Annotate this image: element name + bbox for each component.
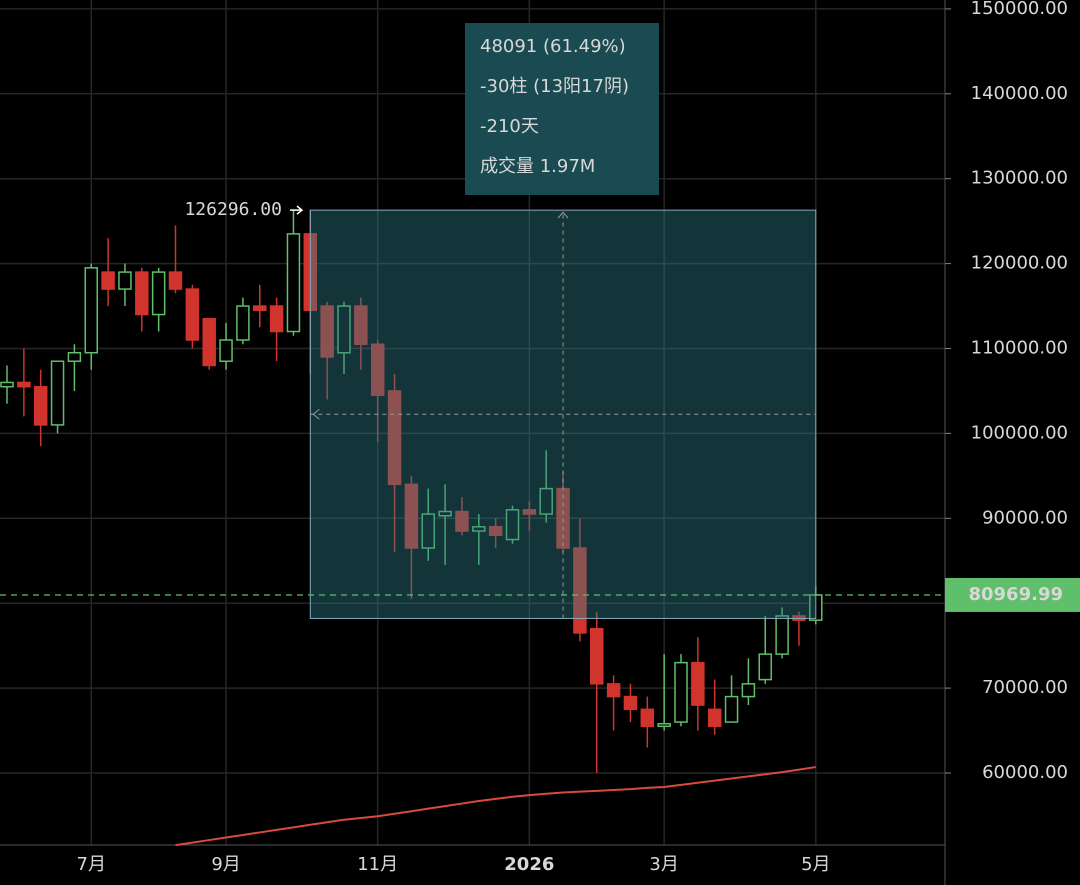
y-tick-label: 100000.00 (971, 422, 1068, 443)
candle-body (623, 695, 638, 711)
candle-body (674, 661, 688, 723)
y-tick-label: 60000.00 (982, 762, 1068, 783)
y-tick-label: 120000.00 (971, 253, 1068, 274)
candle-body (202, 318, 216, 367)
candle-body (50, 360, 65, 426)
candle-body (606, 683, 621, 698)
candle-body (236, 305, 250, 341)
y-tick-label: 130000.00 (971, 168, 1068, 189)
measure-tooltip (465, 23, 659, 195)
candle-body (320, 305, 334, 358)
y-tick-label: 150000.00 (971, 0, 1068, 19)
candle-body (404, 483, 419, 549)
measure-arrow-head (312, 408, 320, 420)
candle-body (354, 305, 368, 346)
candle-body (522, 509, 537, 515)
x-tick-label: 3月 (649, 854, 678, 875)
y-tick-label: 110000.00 (971, 338, 1068, 359)
candle-body (84, 267, 98, 354)
candle-body (590, 627, 604, 685)
candle-body (253, 305, 267, 312)
candle-body (151, 271, 166, 316)
candle-body (135, 271, 149, 316)
peak-arrow (290, 205, 304, 215)
candle-body (775, 615, 789, 655)
candle-body (337, 305, 351, 354)
measure-tooltip-text: 48091 (61.49%) (480, 36, 626, 57)
measure-arrow-head (557, 211, 569, 219)
candle-body (488, 526, 503, 537)
measure-tooltip-text: 成交量 1.97M (480, 156, 595, 177)
candle-body (640, 708, 655, 728)
candle-body (370, 343, 385, 396)
candle-body (168, 271, 183, 290)
candle-body (707, 708, 722, 728)
last-price-tag (945, 577, 1080, 612)
candle-body (691, 661, 705, 706)
x-tick-label: 5月 (801, 854, 830, 875)
candle-body (0, 381, 14, 388)
candle-body (101, 271, 115, 290)
candle-body (421, 513, 435, 549)
x-tick-label: 7月 (77, 854, 106, 875)
measure-tooltip-text: -30柱 (13阳17阴) (480, 76, 629, 97)
candle-body (118, 271, 132, 290)
candle-body (269, 305, 284, 333)
measure-box (309, 209, 817, 619)
candle-body (472, 526, 486, 532)
candle-body (438, 510, 452, 517)
candle-body (219, 339, 233, 362)
candle-body (33, 385, 48, 426)
candle-body (505, 509, 520, 541)
candle-body (286, 233, 301, 333)
x-tick-label: 11月 (357, 854, 398, 875)
measure-tooltip-text: -210天 (480, 116, 539, 137)
y-tick-label: 70000.00 (982, 677, 1068, 698)
peak-label: 126296.00 (184, 199, 282, 220)
candle-body (185, 288, 200, 341)
x-tick-label: 2026 (504, 854, 554, 875)
y-tick-label: 140000.00 (971, 83, 1068, 104)
y-tick-label: 90000.00 (982, 507, 1068, 528)
candle-body (758, 653, 772, 681)
candle-body (657, 723, 671, 728)
x-tick-label: 9月 (211, 854, 240, 875)
last-price-label: 80969.99 (968, 584, 1063, 605)
candle-body (455, 510, 469, 532)
moving-average-line (175, 766, 816, 847)
candle-body (573, 547, 587, 634)
candle-body (17, 381, 31, 388)
candle-body (539, 487, 553, 515)
candle-body (67, 351, 82, 362)
candle-body (741, 683, 756, 698)
candle-body (724, 695, 739, 723)
